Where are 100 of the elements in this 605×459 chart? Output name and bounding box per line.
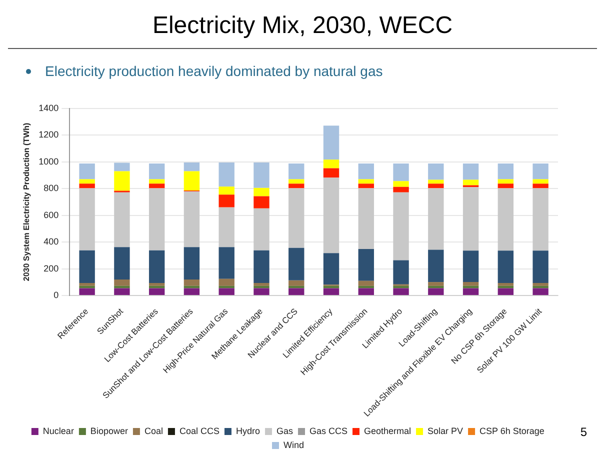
bar [148,250,165,283]
bar [79,282,95,286]
bar [323,160,340,168]
bar [114,286,130,288]
bar [184,162,200,172]
bar [358,163,374,180]
bar [114,171,130,191]
bar [323,168,340,178]
bar [358,179,374,184]
y-tick-label: 0 [54,290,59,300]
bar [323,126,340,160]
bar [532,188,548,251]
bar [393,181,409,187]
bar [532,288,548,296]
chart-title: Electricity Mix, 2030, WECC [8,8,597,49]
legend-label: Gas [276,426,294,436]
legend-label: Wind [284,440,304,450]
bar [288,179,304,184]
bar [288,163,304,180]
bar [428,188,444,250]
legend-label: Hydro [236,426,260,436]
chart-subtitle: Electricity production heavily dominated by natural gas [45,63,383,79]
bar [184,288,200,296]
bar [393,260,409,284]
bar [79,288,95,296]
bar [323,178,340,254]
bar [218,278,234,286]
bar [114,247,130,280]
bar [254,208,270,250]
bar [114,162,130,172]
legend-label: Coal [144,426,163,436]
bar [218,247,234,279]
bar [114,288,130,296]
bar [218,194,234,208]
bar [428,286,444,288]
y-tick-label: 800 [44,183,59,194]
text: 5 [580,425,587,439]
bar [498,288,514,296]
bar [498,163,514,180]
bar [288,248,304,280]
bar [358,288,374,296]
bar [393,288,409,296]
bar [462,250,479,282]
y-tick-label: 200 [44,263,59,274]
bar [498,250,514,283]
bar [148,188,165,250]
bar [288,184,304,188]
bar [498,179,514,184]
bar [358,249,374,281]
bar [114,280,130,286]
y-axis-title: 2030 System Electricity Production (TWh) [22,122,32,282]
bar [323,253,340,285]
bar [498,282,514,286]
bar [358,188,374,250]
bar [79,163,95,180]
bar [79,188,95,250]
bar [254,288,270,296]
bar [532,282,548,286]
legend-label: Solar PV [428,426,464,436]
bar [218,207,234,248]
bar [532,163,548,180]
legend-label: Gas CCS [309,426,348,436]
bar [393,286,409,288]
bar [393,163,409,182]
y-tick-label: 400 [44,236,59,247]
bar [79,286,95,288]
bar [79,250,95,283]
bar [323,288,340,296]
bar [148,282,165,286]
bar [218,288,234,296]
y-tick-label: 1200 [38,130,59,140]
bar [288,188,304,248]
bar [428,250,444,282]
bar [462,288,479,296]
bar [254,196,270,208]
bar [428,288,444,296]
legend-label: Coal CCS [179,426,220,436]
bar [218,162,234,187]
y-tick-label: 1000 [38,156,59,166]
bar [498,188,514,251]
bar [254,282,270,286]
bar [79,184,95,188]
bar [428,180,444,184]
bar [358,280,374,286]
bar [358,184,374,188]
bar [184,280,200,286]
bar [288,288,304,296]
legend-label: Nuclear [42,426,74,436]
bar [532,286,548,288]
bar [498,184,514,188]
bar [254,250,270,283]
legend-label: Geothermal [364,426,412,436]
bar [148,184,165,188]
y-tick-label: 600 [44,210,59,220]
bar [254,162,270,188]
legend-label: Biopower [90,426,128,436]
bar [288,280,304,286]
bar [532,184,548,188]
bar [462,163,479,180]
bar [462,282,479,286]
